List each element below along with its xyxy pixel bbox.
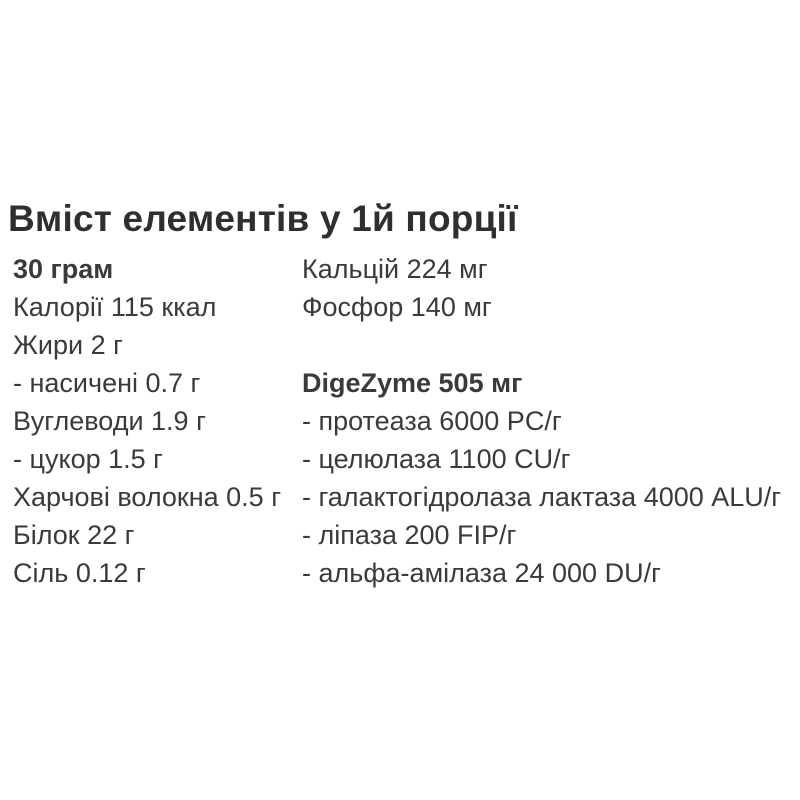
alpha-amylase-row: - альфа-амілаза 24 000 DU/г <box>302 558 661 588</box>
carbohydrates-row: Вуглеводи 1.9 г <box>13 406 206 436</box>
lactase-row: - галактогідролаза лактаза 4000 ALU/г <box>302 482 782 512</box>
digezyme-total-row: DigeZyme 505 мг <box>302 368 523 398</box>
calcium-row: Кальцій 224 мг <box>302 254 488 284</box>
lipase-row: - ліпаза 200 FIP/г <box>302 520 517 550</box>
protease-row: - протеаза 6000 PC/г <box>302 406 562 436</box>
protein-row: Білок 22 г <box>13 520 135 550</box>
saturated-fats-row: - насичені 0.7 г <box>13 368 201 398</box>
fats-row: Жири 2 г <box>13 330 123 360</box>
sugar-row: - цукор 1.5 г <box>13 444 163 474</box>
cellulase-row: - целюлаза 1100 CU/г <box>302 444 571 474</box>
salt-row: Сіль 0.12 г <box>13 558 146 588</box>
nutrition-facts-column: 30 грам Калорії 115 ккал Жири 2 г - наси… <box>8 250 302 592</box>
nutrition-panel: Вміст елементів у 1й порції 30 грам Кало… <box>8 196 794 592</box>
phosphorus-row: Фосфор 140 мг <box>302 292 492 322</box>
columns-container: 30 грам Калорії 115 ккал Жири 2 г - наси… <box>8 250 794 592</box>
minerals-enzymes-column: Кальцій 224 мг Фосфор 140 мг DigeZyme 50… <box>302 250 794 592</box>
panel-title: Вміст елементів у 1й порції <box>8 198 518 239</box>
serving-size: 30 грам <box>13 254 114 284</box>
dietary-fiber-row: Харчові волокна 0.5 г <box>13 482 282 512</box>
calories-row: Калорії 115 ккал <box>13 292 217 322</box>
